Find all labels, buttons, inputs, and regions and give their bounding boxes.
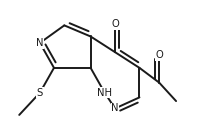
- Text: N: N: [36, 38, 44, 48]
- Text: O: O: [155, 50, 163, 60]
- Text: NH: NH: [97, 88, 112, 98]
- Text: N: N: [111, 103, 119, 114]
- Text: S: S: [37, 88, 43, 98]
- Text: O: O: [111, 19, 119, 29]
